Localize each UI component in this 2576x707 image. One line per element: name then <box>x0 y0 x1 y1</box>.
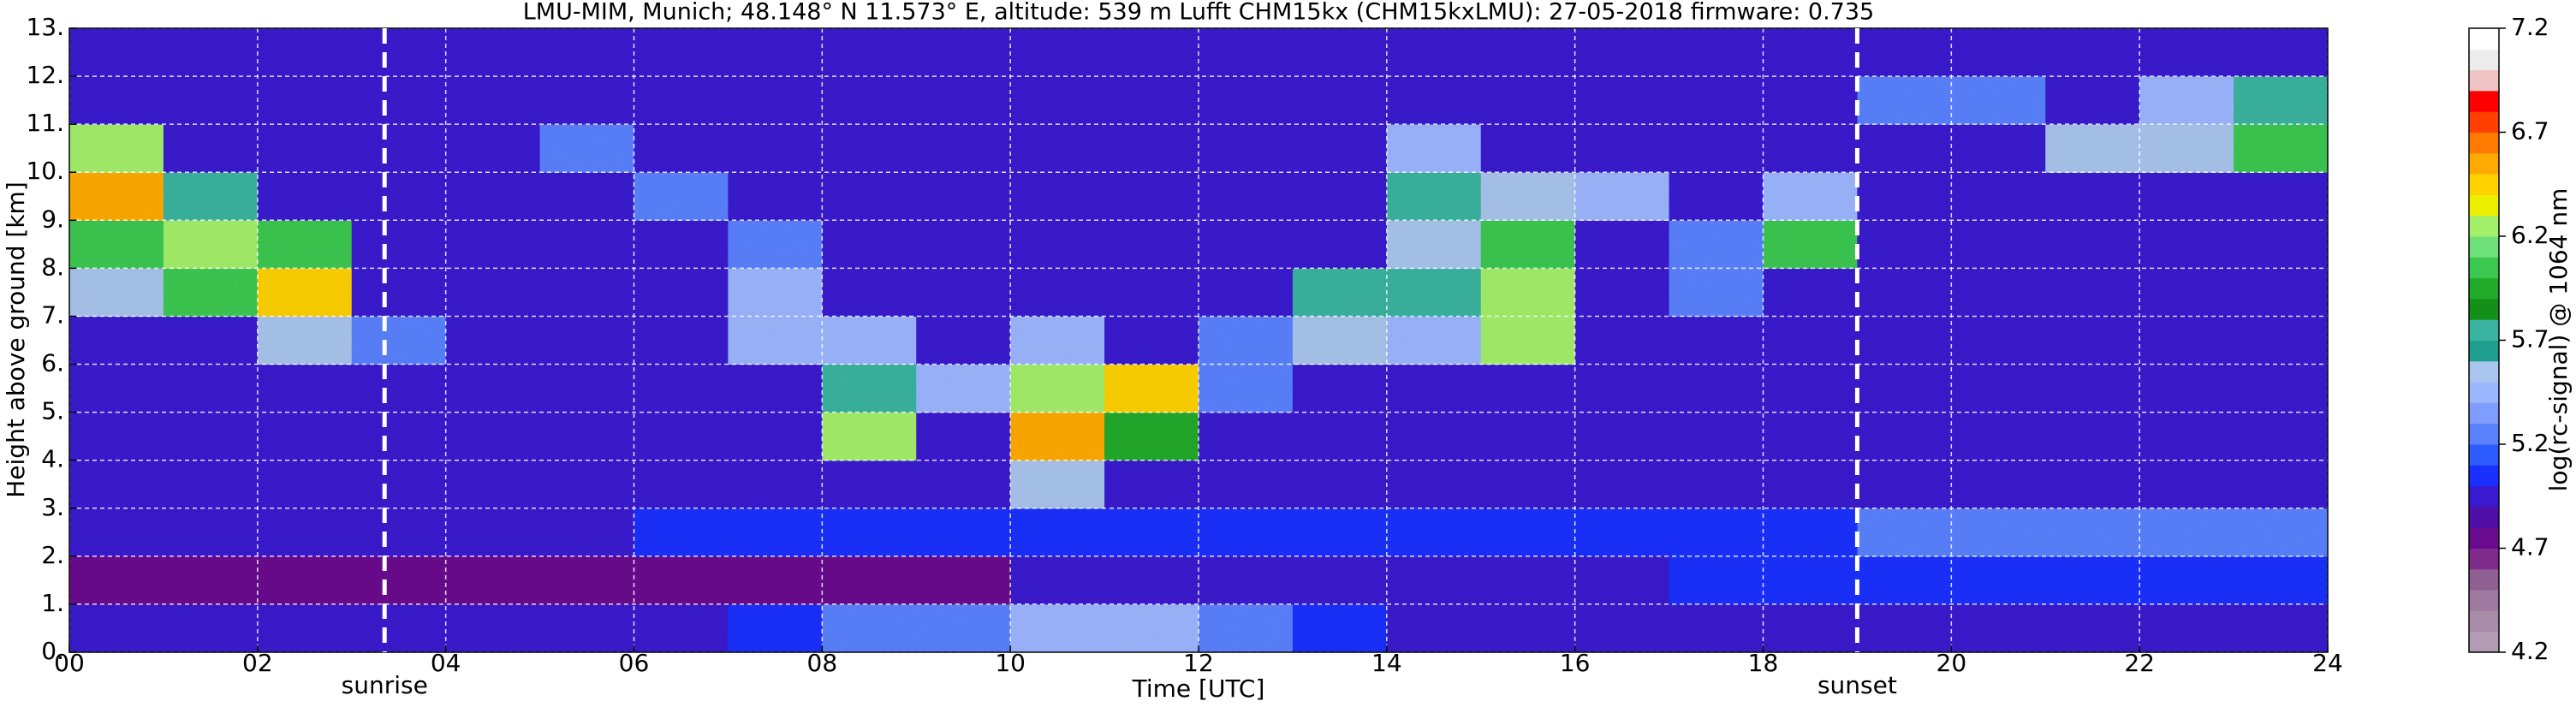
chart-title: LMU-MIM, Munich; 48.148° N 11.573° E, al… <box>523 0 1874 26</box>
y-tick-label: 5. <box>41 397 64 425</box>
colorbar-band <box>2469 610 2499 633</box>
colorbar-band <box>2469 527 2499 549</box>
colorbar-band <box>2469 90 2499 112</box>
colorbar-band <box>2469 236 2499 258</box>
colorbar-tick-label: 4.2 <box>2511 637 2549 665</box>
x-tick-label: 00 <box>54 649 85 677</box>
colorbar-band <box>2469 485 2499 508</box>
colorbar-band <box>2469 174 2499 195</box>
event-label: sunrise <box>342 671 428 699</box>
event-label: sunset <box>1817 671 1897 699</box>
colorbar-band <box>2469 423 2499 445</box>
colorbar-band <box>2469 402 2499 425</box>
y-tick-label: 9. <box>41 205 64 233</box>
x-tick-label: 04 <box>431 649 461 677</box>
colorbar-band <box>2469 548 2499 570</box>
x-tick-label: 16 <box>1560 649 1591 677</box>
colorbar-band <box>2469 257 2499 279</box>
plot-frame <box>68 27 2329 653</box>
colorbar-band <box>2469 444 2499 466</box>
x-tick-label: 22 <box>2124 649 2155 677</box>
colorbar: 4.2 4.7 5.2 5.7 6.2 6.7 7.2 <box>2468 13 2549 665</box>
colorbar-tick-label: 5.7 <box>2511 325 2549 354</box>
colorbar-band <box>2469 465 2499 487</box>
colorbar-tick-label: 7.2 <box>2511 13 2549 41</box>
y-tick-label: 11. <box>26 109 64 137</box>
y-tick-label: 2. <box>41 541 64 569</box>
y-tick-label: 4. <box>41 445 64 473</box>
y-axis-label: Height above ground [km] <box>2 181 30 498</box>
x-tick-label: 18 <box>1748 649 1779 677</box>
x-axis-label: Time [UTC] <box>1132 674 1265 703</box>
x-tick-label: 08 <box>807 649 838 677</box>
colorbar-tick-label: 6.7 <box>2511 117 2549 146</box>
y-tick-label: 1. <box>41 589 64 617</box>
colorbar-label: log(rc-signal) @ 1064 nm <box>2544 188 2573 492</box>
colorbar-band <box>2469 382 2499 403</box>
x-tick-label: 10 <box>995 649 1026 677</box>
colorbar-band <box>2469 319 2499 341</box>
y-tick-label: 3. <box>41 493 64 521</box>
colorbar-band <box>2469 152 2499 175</box>
colorbar-band <box>2469 111 2499 133</box>
colorbar-band <box>2469 506 2499 528</box>
colorbar-band <box>2469 277 2499 300</box>
colorbar-band <box>2469 215 2499 237</box>
colorbar-tick-label: 4.7 <box>2511 533 2549 561</box>
colorbar-band <box>2469 69 2499 92</box>
colorbar-band <box>2469 590 2499 611</box>
y-tick-label: 6. <box>41 349 64 377</box>
x-tick-label: 02 <box>242 649 273 677</box>
x-tick-label: 06 <box>619 649 650 677</box>
colorbar-band <box>2469 194 2499 217</box>
y-tick-label: 10. <box>26 157 64 185</box>
colorbar-band <box>2469 360 2499 383</box>
y-tick-label: 0. <box>41 637 64 665</box>
x-tick-label: 14 <box>1371 649 1402 677</box>
y-tick-label: 8. <box>41 253 64 281</box>
colorbar-band <box>2469 298 2499 320</box>
grid <box>68 27 2329 653</box>
colorbar-band <box>2469 49 2499 71</box>
x-tick-label: 20 <box>1936 649 1967 677</box>
colorbar-tick-label: 5.2 <box>2511 429 2549 457</box>
colorbar-band <box>2469 568 2499 591</box>
colorbar-band <box>2469 340 2499 362</box>
x-tick-label: 24 <box>2312 649 2343 677</box>
colorbar-band <box>2469 28 2499 50</box>
colorbar-band <box>2469 631 2499 653</box>
x-tick-label: 12 <box>1183 649 1214 677</box>
colorbar-band <box>2469 132 2499 154</box>
colorbar-tick-label: 6.2 <box>2511 221 2549 249</box>
y-tick-label: 12. <box>26 61 64 89</box>
y-tick-label: 7. <box>41 300 64 329</box>
y-tick-label: 13. <box>26 13 64 41</box>
